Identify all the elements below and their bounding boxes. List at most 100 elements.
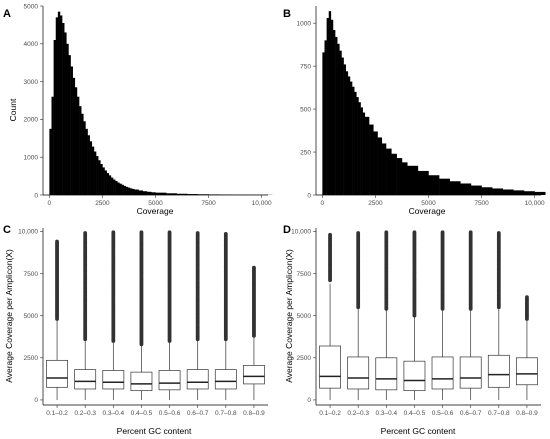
panel-d-outlier-point	[384, 230, 389, 235]
panel-b-y-tick-label: 1000	[297, 20, 312, 27]
panel-c-outliers	[55, 239, 59, 321]
panel-a-y-tick-label: 5000	[24, 3, 39, 10]
panel-a-y-tick-label: 4000	[24, 41, 39, 48]
panel-a-bar	[121, 184, 124, 195]
panel-a-bar	[49, 128, 52, 195]
panel-b-bar	[534, 191, 546, 195]
panel-a-y-tick-label: 2000	[24, 117, 39, 124]
panel-a-bar	[151, 192, 156, 195]
panel-a-bar	[113, 179, 116, 195]
panel-b-bar	[330, 19, 334, 196]
panel-d-x-tick-label: 0.4–0.5	[404, 410, 426, 417]
panel-b-plot: 0 250 500 750 1000 0 2500 5000 7500 10,000	[297, 6, 546, 207]
panel-b-bar	[391, 153, 397, 195]
panel-c-outlier-point	[55, 239, 59, 244]
panel-c-x-tick-label: 0.1–0.2	[46, 410, 68, 417]
panel-d-x-tick-label: 0.6–0.7	[460, 410, 482, 417]
panel-a-bar	[208, 194, 220, 195]
panel-a-bar	[74, 87, 78, 195]
panel-a-bar	[125, 186, 129, 195]
panel-c-outliers	[167, 230, 172, 343]
panel-a-bar	[68, 55, 71, 195]
panel-a: A 0 1000 2000 3000 4000 5000 0 2500 5000 7500 10,0…	[3, 3, 273, 216]
panel-d-box	[516, 357, 538, 386]
panel-c-ylabel: Average Coverage per Amplicon(X)	[4, 249, 14, 383]
panel-b-bar	[332, 30, 336, 195]
panel-a-bar	[142, 191, 148, 195]
panel-d-x-tick-label: 0.8–0.9	[516, 410, 538, 417]
panel-b-bar	[364, 116, 370, 195]
panel-b-bar	[322, 52, 325, 196]
panel-b-bar	[381, 143, 387, 195]
panel-a-bar	[130, 188, 133, 195]
panel-c-outlier-point	[139, 230, 144, 235]
panel-c-x-tick-label: 0.2–0.3	[74, 410, 96, 417]
panel-a-bar	[134, 189, 139, 195]
panel-b-bar	[349, 81, 353, 195]
panel-d-box	[319, 345, 341, 389]
panel-d-outlier-point	[356, 231, 361, 235]
panel-c-y-tick-label: 7500	[24, 271, 39, 278]
panel-d-outlier-point	[412, 230, 417, 235]
panel-c-outlier-point	[167, 230, 172, 235]
panel-c-x-tick-label: 0.5–0.6	[159, 410, 181, 417]
panel-b-bar	[396, 158, 403, 195]
panel-d-outliers	[328, 232, 332, 283]
panel-c-outliers	[252, 265, 256, 338]
panel-d-box	[347, 356, 370, 390]
panel-c-x-tick-label: 0.4–0.5	[131, 410, 153, 417]
panel-c-outlier-point	[83, 231, 88, 235]
panel-d-x-tick-label: 0.3–0.4	[375, 410, 397, 417]
panel-b-bar	[341, 57, 344, 195]
panel-b-bar	[339, 50, 342, 195]
panel-a-bar	[96, 156, 99, 195]
panel-a-bar	[62, 23, 65, 196]
panel-d-outliers	[468, 230, 473, 311]
panel-d-outliers	[356, 231, 361, 310]
panel-b-bar	[470, 185, 482, 195]
panel-c-y-tick-label: 5000	[24, 313, 39, 320]
panel-d-x-tick-label: 0.2–0.3	[347, 410, 369, 417]
panel-d-outlier-point	[468, 230, 473, 235]
panel-a-bar	[72, 77, 76, 195]
panel-c-x-tick-label: 0.6–0.7	[187, 410, 209, 417]
panel-b-bar	[373, 131, 378, 195]
panel-b-y-tick-label: 750	[300, 63, 311, 70]
panel-b-letter: B	[283, 8, 291, 20]
panel-a-bar	[187, 194, 199, 195]
panel-d-outlier-point	[525, 295, 529, 300]
panel-b-y-tick-label: 0	[307, 192, 311, 199]
panel-c-box	[130, 371, 153, 392]
panel-a-bar	[110, 177, 114, 195]
panel-a-letter: A	[3, 8, 11, 20]
panel-a-y-tick-label: 1000	[24, 155, 39, 162]
panel-a-x-tick-label: 0	[48, 200, 52, 207]
panel-b-bar	[502, 189, 514, 195]
panel-b-bar	[343, 64, 346, 195]
panel-b-bar	[358, 102, 361, 195]
panel-d-y-tick-label: 2500	[297, 355, 312, 362]
panel-b-bar	[481, 187, 493, 195]
panel-b-bar	[324, 40, 327, 196]
panel-d-xlabel: Percent GC content	[381, 426, 456, 436]
panel-a-bar	[123, 185, 127, 195]
panel-b-bar	[377, 137, 383, 195]
panel-d-outliers	[440, 230, 445, 311]
panel-b-bar	[328, 11, 332, 196]
panel-a-bar	[89, 141, 93, 195]
panel-a-bar	[59, 15, 63, 196]
panel-c-box	[46, 359, 68, 388]
panel-a-x-tick-label: 10,000	[252, 200, 272, 207]
panel-b-bar	[352, 86, 355, 195]
panel-c-x-tick-label: 0.3–0.4	[102, 410, 124, 417]
panel-a-bar	[117, 182, 120, 195]
panel-c-letter: C	[3, 224, 11, 236]
panel-a-bar	[98, 160, 101, 195]
panel-c-x-tick-label: 0.7–0.8	[215, 410, 237, 417]
panel-d-outliers	[496, 231, 501, 310]
panel-a-bar	[55, 17, 59, 196]
panel-b-y-tick-label: 500	[300, 106, 311, 113]
panel-b: B 0 250 500 750 1000 0 2500 5000 7500 10,000 Cove…	[283, 6, 546, 216]
panel-a-x-tick-label: 7500	[201, 200, 216, 207]
